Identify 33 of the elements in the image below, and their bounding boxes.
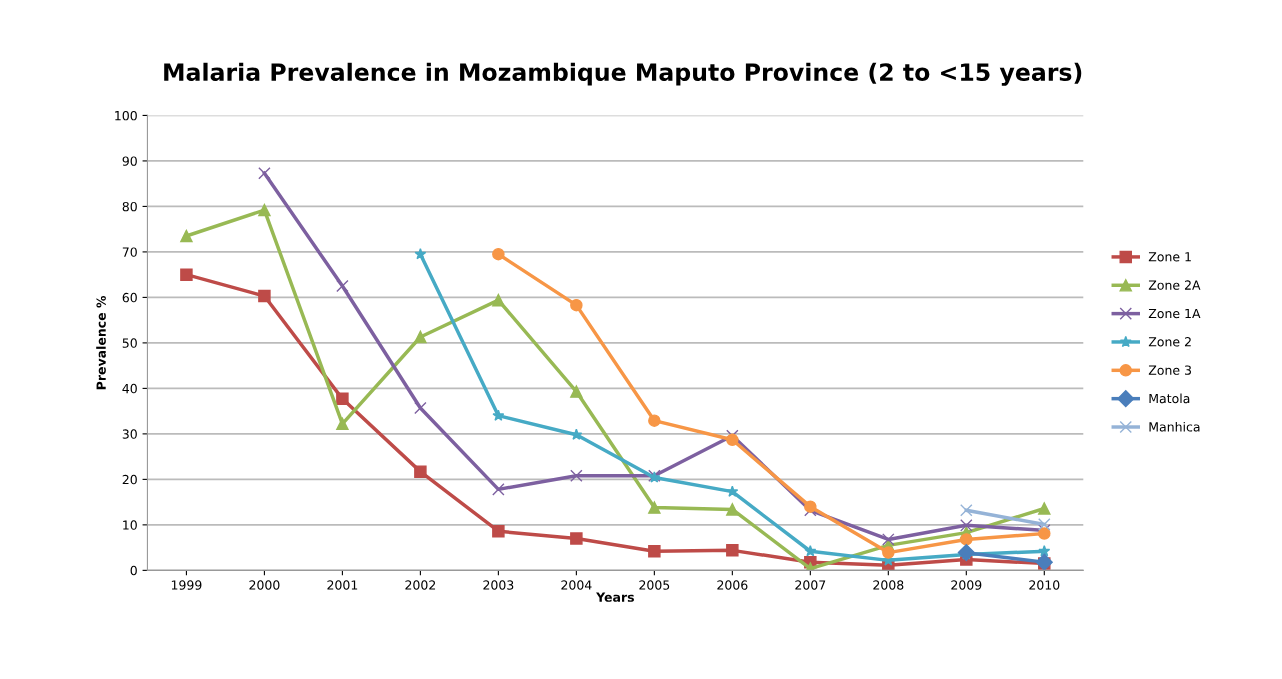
legend-label: Zone 2 — [1148, 337, 1191, 347]
x-tick-label: 2010 — [1029, 580, 1060, 590]
y-tick-label: 60 — [122, 292, 137, 303]
legend-label: Zone 1 — [1148, 252, 1191, 262]
y-axis-title: Prevalence % — [96, 295, 106, 390]
x-axis-title: Years — [596, 592, 634, 602]
x-tick-label: 2009 — [951, 580, 982, 590]
legend-label: Zone 1A — [1148, 308, 1201, 319]
x-tick-label: 1999 — [171, 580, 202, 590]
legend-label: Zone 2A — [1148, 280, 1201, 290]
x-tick-label: 2004 — [561, 580, 592, 590]
x-tick-label: 2008 — [873, 580, 904, 590]
y-tick-label: 10 — [123, 520, 137, 530]
legend-label: Manhica — [1149, 421, 1200, 432]
y-tick-label: 100 — [115, 110, 137, 121]
x-tick-label: 2002 — [405, 580, 436, 590]
x-tick-label: 2003 — [483, 580, 514, 590]
y-tick-label: 50 — [122, 338, 137, 348]
x-tick-label: 2001 — [327, 580, 358, 590]
y-tick-label: 70 — [122, 247, 137, 257]
legend-label: Matola — [1149, 393, 1190, 404]
chart-title: Malaria Prevalence in Mozambique Maputo Province (2 to <15 years) — [164, 62, 1082, 86]
y-tick-label: 40 — [122, 383, 137, 394]
y-tick-label: 0 — [130, 565, 137, 576]
x-tick-label: 2000 — [249, 580, 280, 590]
legend-label: Zone 3 — [1148, 365, 1192, 375]
y-tick-label: 80 — [122, 201, 137, 212]
x-tick-label: 2005 — [639, 580, 670, 590]
x-tick-label: 2007 — [795, 580, 826, 590]
y-tick-label: 90 — [122, 156, 137, 166]
y-tick-label: 30 — [122, 429, 137, 439]
x-tick-label: 2006 — [717, 580, 748, 590]
y-tick-label: 20 — [122, 474, 137, 485]
